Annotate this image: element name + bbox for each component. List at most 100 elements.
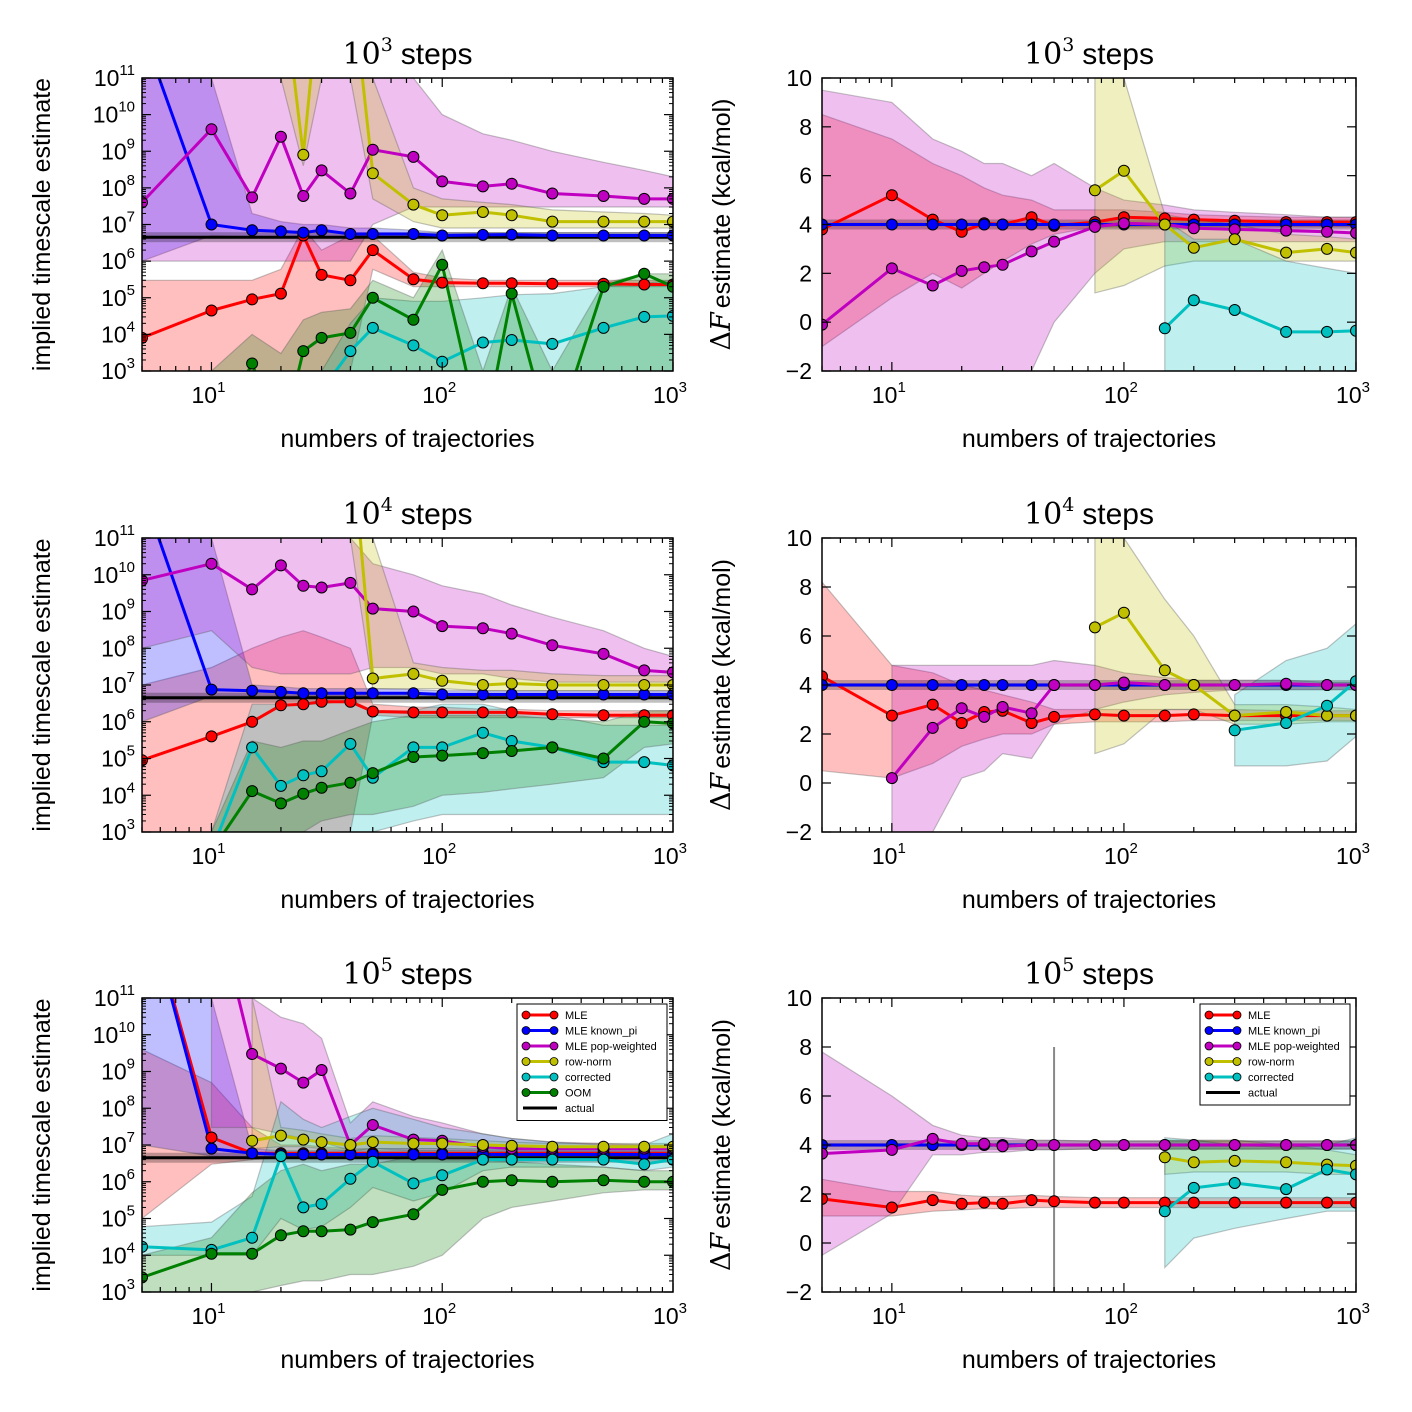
point-mle (1350, 1196, 1356, 1209)
point-mle-pop-weighted (597, 190, 610, 202)
x-tick-exponent: 1 (217, 1300, 225, 1317)
point-corrected (638, 310, 651, 323)
point-oom (344, 776, 357, 789)
point-mle (246, 293, 259, 306)
y-tick-label: 105 (101, 743, 135, 772)
point-mle-known-pi (315, 1148, 328, 1161)
x-tick-label: 101 (191, 1300, 225, 1329)
point-oom (315, 331, 328, 344)
point-oom (597, 1174, 610, 1187)
y-axis-label: implied timescale estimate (28, 998, 56, 1291)
x-axis: 101 102 103 (141, 538, 687, 869)
point-mle-known-pi (297, 1148, 310, 1161)
point-mle (1228, 1196, 1241, 1209)
point-corrected (667, 759, 673, 772)
legend-label: MLE (565, 1010, 588, 1022)
y-tick-label: 108 (101, 632, 135, 661)
point-mle-known-pi (996, 218, 1009, 231)
point-row-norm (246, 1134, 259, 1147)
title-text: steps (401, 38, 473, 71)
point-mle (597, 709, 610, 722)
title-text: steps (1082, 38, 1154, 71)
band-corrected (303, 279, 673, 371)
point-mle-pop-weighted (996, 258, 1009, 271)
point-corrected (1280, 1183, 1293, 1196)
point-mle-pop-weighted (274, 1062, 287, 1075)
point-mle (546, 708, 559, 721)
point-corrected (1228, 1177, 1241, 1189)
y-tick-label: 109 (101, 596, 135, 625)
point-mle (407, 706, 420, 719)
point-mle-pop-weighted (996, 1140, 1009, 1153)
chart-title: 104 steps (343, 494, 473, 532)
x-tick-exponent: 3 (679, 1300, 687, 1317)
point-mle (1280, 1196, 1293, 1209)
point-row-norm (436, 674, 449, 687)
point-mle (436, 706, 449, 719)
x-tick-label: 101 (191, 840, 225, 869)
point-mle-pop-weighted (297, 1076, 310, 1089)
legend-swatch-marker (549, 1057, 559, 1066)
point-mle (1048, 1195, 1061, 1208)
band-mle (822, 581, 1356, 779)
point-row-norm (476, 1139, 489, 1151)
band-oom (142, 248, 673, 371)
point-mle (505, 706, 518, 719)
legend-item-mle-pop-weighted: MLE pop-weighted (521, 1041, 657, 1053)
point-oom (407, 313, 420, 326)
y-tick-exponent: 3 (127, 816, 135, 833)
point-oom (547, 439, 558, 450)
chart-title: 103 steps (343, 34, 473, 72)
point-mle-pop-weighted (996, 701, 1009, 713)
series-line-mle (822, 675, 1356, 725)
y-tick-label: 1011 (94, 982, 135, 1011)
y-tick-label: 0 (799, 770, 812, 796)
point-mle (996, 1197, 1009, 1210)
point-mle-pop-weighted (344, 187, 357, 200)
point-corrected (344, 345, 357, 358)
x-tick-label: 103 (653, 379, 687, 408)
point-row-norm (1280, 706, 1293, 718)
point-corrected (316, 385, 327, 396)
point-mle-known-pi (667, 688, 673, 701)
legend-swatch-marker (549, 1026, 559, 1035)
legend-swatch-marker (521, 1088, 531, 1097)
point-oom (476, 747, 489, 760)
y-axis-label: ΔFestimate (kcal/mol) (706, 1019, 737, 1271)
point-row-norm (638, 679, 651, 691)
x-tick-label: 103 (1336, 379, 1370, 408)
point-mle-pop-weighted (638, 664, 651, 677)
point-mle (505, 277, 518, 290)
plot-content (822, 78, 1356, 371)
delta-symbol: Δ (706, 792, 737, 812)
legend-swatch-marker (521, 1057, 531, 1066)
point-row-norm (407, 1137, 420, 1150)
legend-swatch-marker (1204, 1026, 1214, 1035)
series-line-mle (822, 1197, 1356, 1209)
point-oom (344, 1223, 357, 1236)
point-mle (1048, 710, 1061, 723)
point-row-norm (1117, 164, 1130, 177)
point-corrected (366, 1155, 379, 1168)
plot-content (142, 538, 673, 832)
point-row-norm (638, 215, 651, 228)
x-tick-exponent: 3 (1362, 840, 1370, 857)
y-tick-exponent: 6 (127, 245, 135, 262)
legend-swatch-marker (1204, 1057, 1214, 1066)
point-mle-pop-weighted (1117, 1139, 1130, 1151)
point-mle-known-pi (205, 218, 218, 231)
point-corrected (505, 1153, 518, 1166)
y-tick-label: 105 (101, 282, 135, 311)
point-corrected (1158, 1205, 1171, 1218)
point-mle-known-pi (597, 229, 610, 242)
point-corrected (315, 1197, 328, 1210)
point-mle-pop-weighted (1280, 224, 1293, 237)
point-oom (505, 287, 518, 300)
point-mle-pop-weighted (1321, 225, 1333, 238)
point-mle-pop-weighted (505, 177, 518, 190)
point-oom (297, 345, 310, 358)
y-tick-exponent: 7 (127, 209, 135, 226)
series-line-corrected (142, 1154, 673, 1252)
